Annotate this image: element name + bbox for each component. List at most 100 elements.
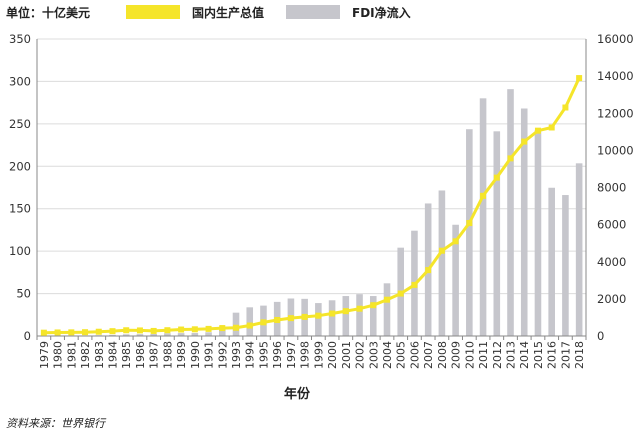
gdp-point bbox=[302, 314, 308, 320]
gdp-point bbox=[192, 326, 198, 332]
gdp-point bbox=[315, 313, 321, 319]
gdp-point bbox=[411, 282, 417, 288]
x-tick-label: 1983 bbox=[93, 341, 106, 369]
y-left-tick-label: 100 bbox=[9, 244, 31, 258]
gdp-point bbox=[508, 155, 514, 161]
gdp-point bbox=[343, 308, 349, 314]
fdi-bar bbox=[493, 131, 500, 336]
legend-label-gdp: 国内生产总值 bbox=[192, 5, 264, 20]
gdp-point bbox=[41, 330, 47, 336]
x-tick-label: 2003 bbox=[367, 341, 380, 369]
x-tick-label: 1980 bbox=[52, 341, 65, 369]
gdp-point bbox=[494, 175, 500, 181]
gdp-point bbox=[151, 328, 157, 334]
y-left-tick-label: 200 bbox=[9, 159, 31, 173]
x-tick-label: 1999 bbox=[312, 341, 325, 369]
x-tick-label: 1996 bbox=[271, 341, 284, 369]
y-right-tick-label: 12000 bbox=[597, 106, 634, 120]
gdp-point bbox=[137, 327, 143, 333]
x-tick-label: 1981 bbox=[65, 341, 78, 369]
fdi-bar bbox=[329, 300, 336, 336]
legend-swatch-gdp bbox=[126, 5, 180, 19]
gdp-point bbox=[288, 315, 294, 321]
gdp-point bbox=[535, 128, 541, 134]
x-tick-label: 2016 bbox=[546, 341, 559, 369]
gdp-point bbox=[549, 124, 555, 130]
gdp-point bbox=[576, 75, 582, 81]
gdp-point bbox=[398, 291, 404, 297]
x-tick-label: 1994 bbox=[244, 341, 257, 369]
y-left-tick-label: 150 bbox=[9, 202, 31, 216]
fdi-bar bbox=[466, 129, 473, 336]
x-tick-label: 1990 bbox=[189, 341, 202, 369]
gdp-point bbox=[329, 311, 335, 317]
x-tick-label: 2007 bbox=[422, 341, 435, 369]
fdi-bar bbox=[315, 303, 322, 336]
x-tick-label: 1982 bbox=[79, 341, 92, 369]
x-tick-label: 2012 bbox=[491, 341, 504, 369]
y-right-tick-label: 4000 bbox=[597, 255, 626, 269]
gdp-point bbox=[82, 329, 88, 335]
x-tick-label: 1998 bbox=[299, 341, 312, 369]
source-note: 资料来源：世界银行 bbox=[6, 417, 107, 430]
fdi-bar bbox=[384, 283, 391, 336]
fdi-bar bbox=[356, 294, 363, 336]
x-tick-label: 2005 bbox=[395, 341, 408, 369]
x-tick-label: 2004 bbox=[381, 341, 394, 369]
legend-label-fdi: FDI净流入 bbox=[352, 5, 411, 20]
gdp-point bbox=[233, 325, 239, 331]
gdp-point bbox=[370, 302, 376, 308]
fdi-bar bbox=[343, 296, 350, 336]
gdp-point bbox=[260, 319, 266, 325]
x-tick-label: 2015 bbox=[532, 341, 545, 369]
x-tick-label: 2008 bbox=[436, 341, 449, 369]
y-left-tick-label: 250 bbox=[9, 117, 31, 131]
x-tick-label: 2002 bbox=[354, 341, 367, 369]
gdp-point bbox=[274, 317, 280, 323]
gdp-point bbox=[68, 329, 74, 335]
fdi-bar bbox=[205, 332, 212, 336]
x-tick-label: 2014 bbox=[518, 341, 531, 369]
gdp-point bbox=[164, 327, 170, 333]
fdi-bar bbox=[548, 188, 555, 336]
fdi-bar bbox=[480, 98, 487, 336]
x-tick-label: 2018 bbox=[573, 341, 586, 369]
x-tick-label: 1986 bbox=[134, 341, 147, 369]
unit-label: 单位：十亿美元 bbox=[6, 5, 90, 20]
x-tick-label: 1988 bbox=[161, 341, 174, 369]
fdi-bar bbox=[562, 195, 569, 336]
x-tick-label: 2013 bbox=[505, 341, 518, 369]
gdp-point bbox=[425, 267, 431, 273]
fdi-bar bbox=[535, 130, 542, 336]
y-left-tick-label: 0 bbox=[24, 329, 31, 343]
gdp-point bbox=[123, 327, 129, 333]
y-right-tick-label: 0 bbox=[597, 329, 604, 343]
y-right-tick-label: 16000 bbox=[597, 32, 634, 46]
gdp-point bbox=[480, 193, 486, 199]
x-tick-label: 1993 bbox=[230, 341, 243, 369]
x-tick-label: 2006 bbox=[408, 341, 421, 369]
x-tick-label: 1997 bbox=[285, 341, 298, 369]
y-right-tick-label: 14000 bbox=[597, 69, 634, 83]
gdp-point bbox=[96, 329, 102, 335]
x-tick-label: 1989 bbox=[175, 341, 188, 369]
gdp-point bbox=[109, 328, 115, 334]
gdp-point bbox=[521, 139, 527, 145]
x-tick-label: 1987 bbox=[148, 341, 161, 369]
gdp-point bbox=[453, 238, 459, 244]
fdi-bar bbox=[370, 296, 377, 336]
y-right-tick-label: 6000 bbox=[597, 218, 626, 232]
x-tick-label: 1979 bbox=[38, 341, 51, 369]
gdp-point bbox=[439, 248, 445, 254]
fdi-bar bbox=[439, 190, 446, 336]
gdp-point bbox=[357, 306, 363, 312]
fdi-bar bbox=[246, 307, 253, 336]
x-tick-label: 2001 bbox=[340, 341, 353, 369]
axes bbox=[37, 39, 586, 340]
gdp-point bbox=[466, 220, 472, 226]
x-tick-label: 2010 bbox=[463, 341, 476, 369]
x-tick-label: 2011 bbox=[477, 341, 490, 369]
x-tick-label: 2000 bbox=[326, 341, 339, 369]
x-tick-label: 1992 bbox=[216, 341, 229, 369]
